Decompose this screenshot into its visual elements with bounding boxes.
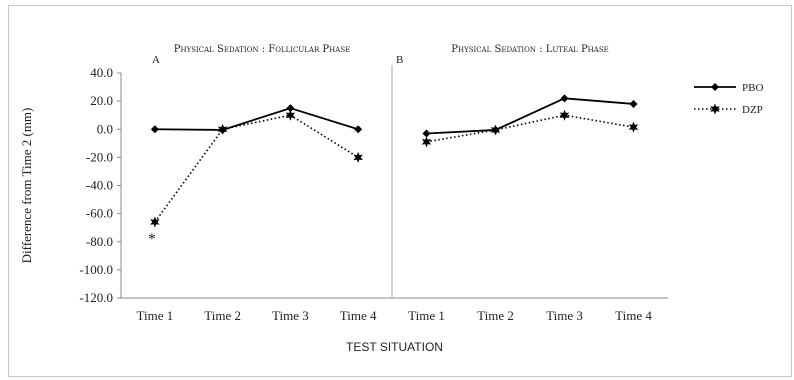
x-axis-label: TEST SITUATION [346, 340, 443, 354]
point-pbo [354, 125, 363, 134]
chart-frame [8, 5, 792, 377]
point-dzp [490, 124, 501, 136]
point-pbo [422, 129, 431, 138]
series-line-pbo [154, 107, 359, 131]
point-dzp [421, 136, 432, 148]
x-tick-label: Time 3 [272, 308, 309, 323]
series-line-pbo [426, 97, 634, 135]
y-tick-label: 20.0 [90, 93, 113, 108]
x-tick-label: Time 4 [615, 308, 652, 323]
panel-letter: A [152, 54, 160, 66]
x-tick-label: Time 4 [340, 308, 377, 323]
legend-label-pbo: PBO [742, 82, 763, 94]
y-tick-label: 40.0 [90, 65, 113, 80]
point-dzp [217, 123, 228, 135]
point-pbo [286, 104, 295, 113]
point-dzp [150, 216, 160, 228]
y-tick-label: -20.0 [86, 149, 113, 164]
point-dzp [353, 151, 363, 163]
point-pbo [560, 94, 569, 103]
y-tick-label: -100.0 [79, 262, 113, 277]
y-tick-label: -80.0 [86, 234, 113, 249]
x-tick-label: Time 3 [546, 308, 583, 323]
y-tick-label: 0.0 [97, 121, 113, 136]
legend-marker-pbo [711, 83, 719, 91]
x-tick-label: Time 1 [137, 308, 174, 323]
significance-marker: * [148, 231, 156, 248]
point-pbo [150, 125, 159, 134]
point-dzp [628, 121, 639, 133]
panel-title: Physical Sedation : Luteal Phase [451, 44, 609, 55]
y-tick-label: -60.0 [86, 206, 113, 221]
legend-label-dzp: DZP [742, 104, 763, 116]
point-dzp [285, 109, 296, 121]
legend-marker-dzp [710, 103, 720, 115]
panel-title: Physical Sedation : Follicular Phase [174, 44, 350, 55]
point-pbo [629, 99, 638, 108]
y-tick-label: -120.0 [79, 290, 113, 305]
series-line-dzp [426, 114, 634, 143]
x-tick-label: Time 1 [408, 308, 445, 323]
series-line-dzp [154, 114, 359, 223]
y-tick-label: -40.0 [86, 178, 113, 193]
point-dzp [559, 109, 570, 121]
x-tick-label: Time 2 [204, 308, 241, 323]
panel-letter: B [396, 54, 403, 66]
x-tick-label: Time 2 [477, 308, 514, 323]
y-axis-label: Difference from Time 2 (mm) [19, 108, 34, 264]
